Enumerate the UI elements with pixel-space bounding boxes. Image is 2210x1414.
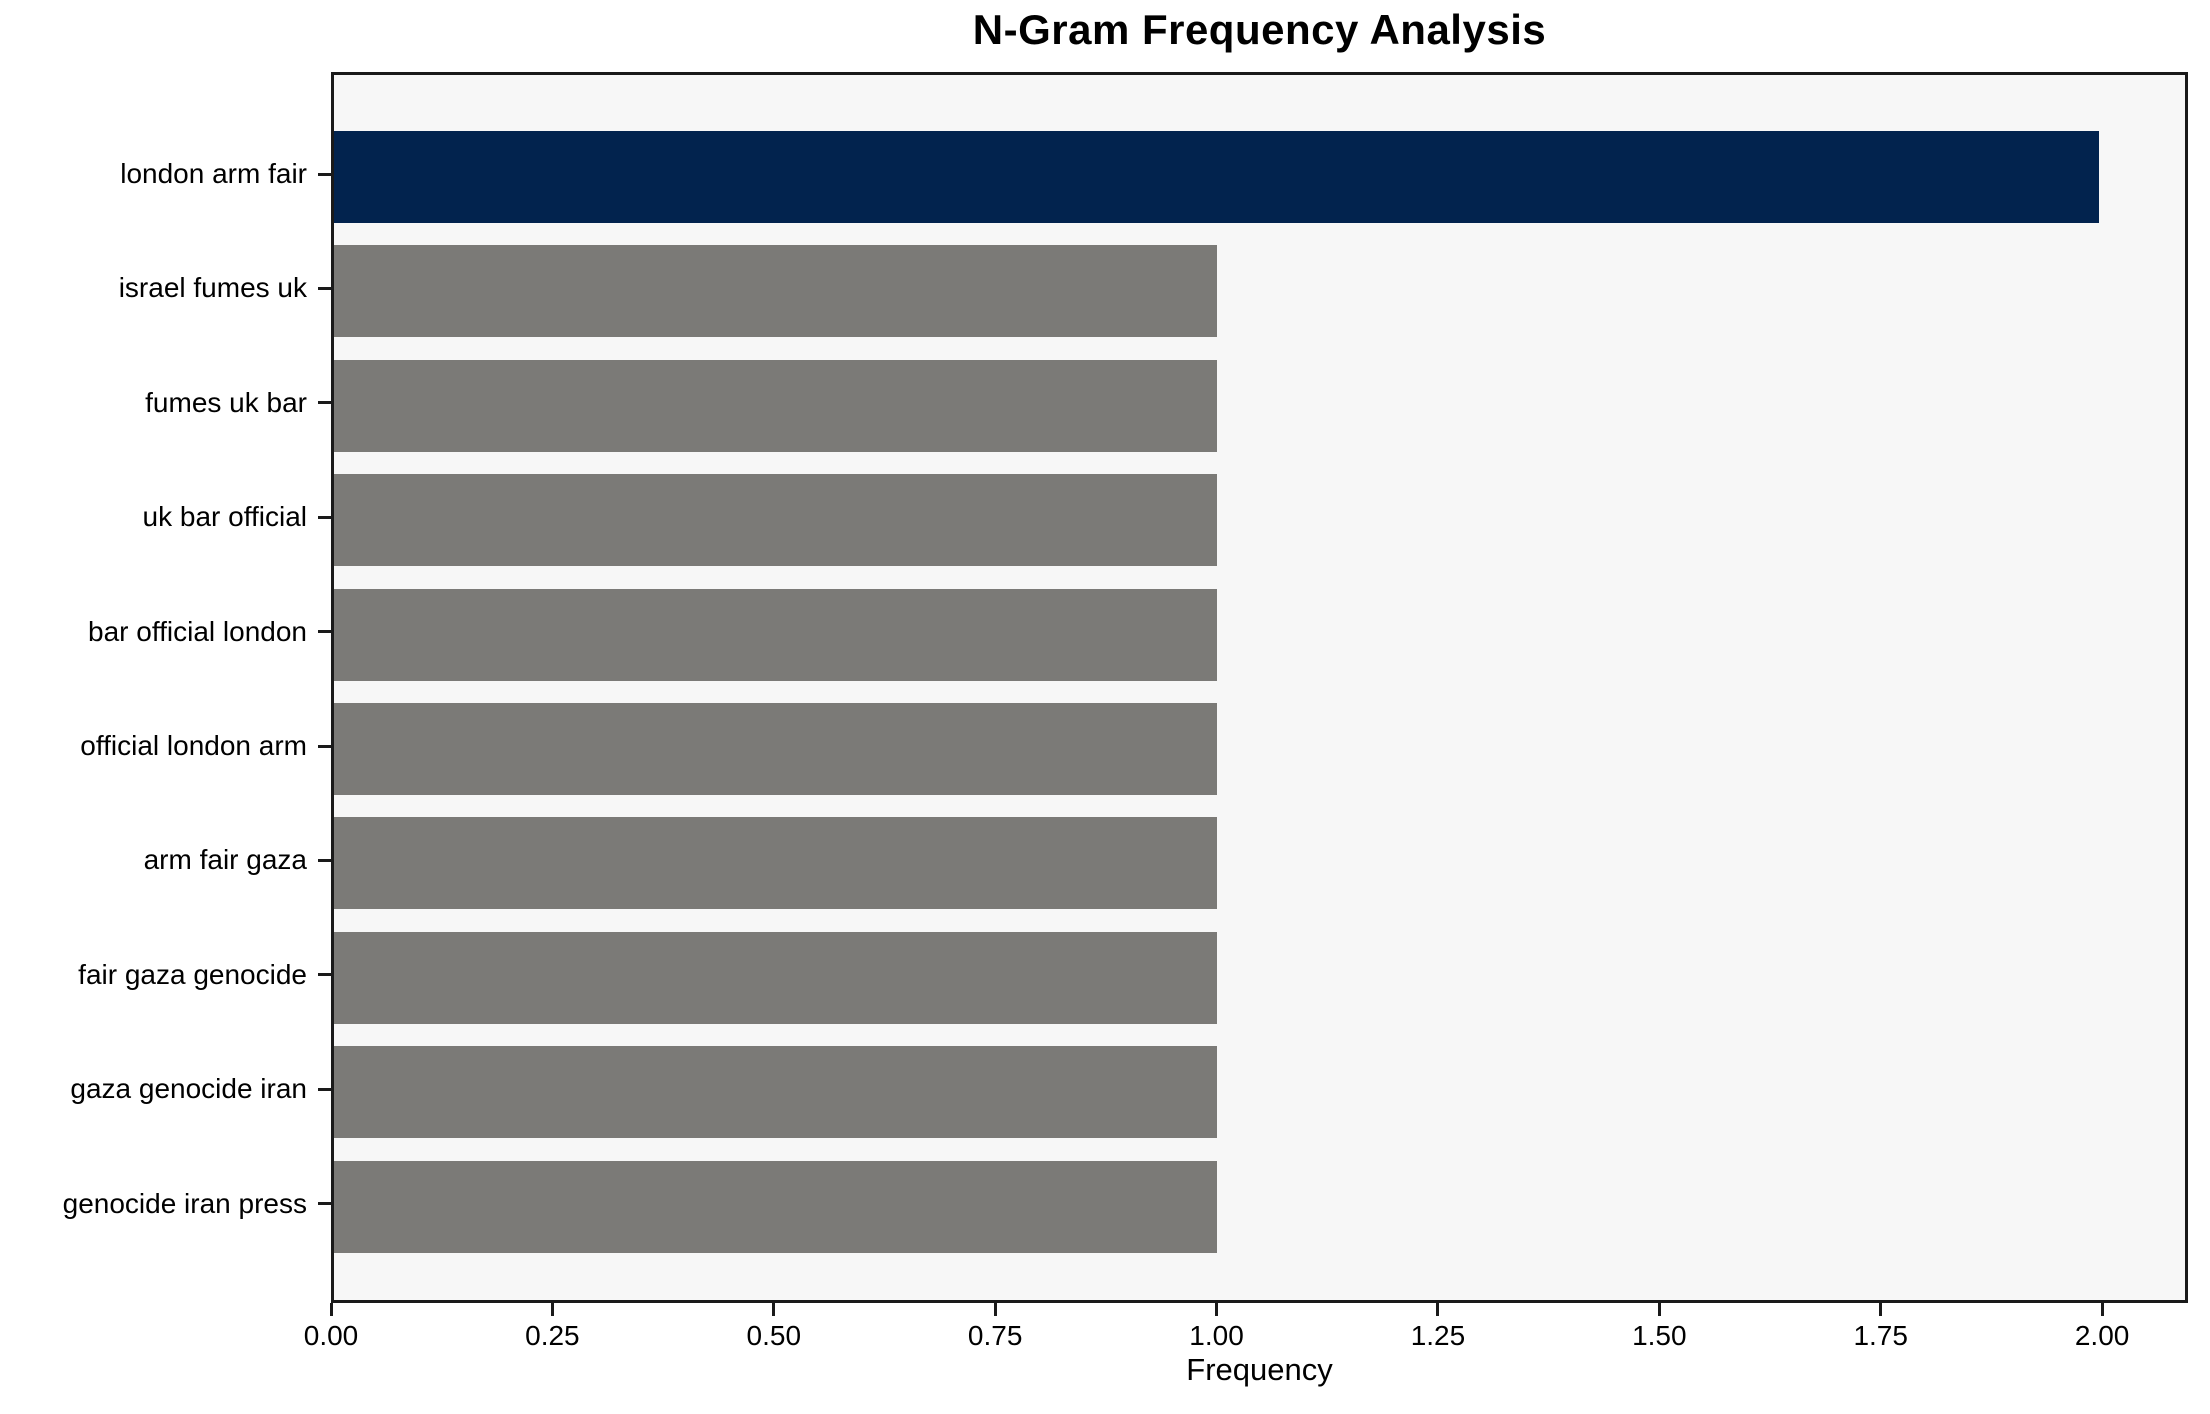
x-tick-mark — [1657, 1303, 1661, 1316]
x-tick-mark — [1215, 1303, 1219, 1316]
y-tick-mark — [318, 744, 331, 748]
y-tick-label: london arm fair — [120, 158, 307, 189]
chart-title: N-Gram Frequency Analysis — [972, 6, 1547, 53]
bar — [334, 131, 2100, 223]
y-tick-label: fumes uk bar — [145, 386, 307, 418]
y-tick-mark — [318, 858, 331, 862]
x-tick-label: 0.75 — [967, 1320, 1023, 1351]
y-tick-label: fair gaza genocide — [78, 958, 307, 990]
bar — [334, 1160, 1217, 1253]
y-tick-label: genocide iran press — [62, 1187, 307, 1219]
bar — [334, 359, 1217, 452]
y-tick-mark — [318, 401, 331, 405]
x-tick-mark — [550, 1303, 554, 1316]
x-tick-label: 1.50 — [1632, 1320, 1687, 1351]
bar — [334, 474, 1217, 567]
y-tick-label: israel fumes uk — [118, 272, 307, 304]
y-tick-mark — [318, 515, 331, 519]
bar — [334, 817, 1217, 910]
x-tick-label: 2.00 — [2074, 1320, 2130, 1351]
x-tick-label: 1.25 — [1410, 1320, 1466, 1351]
x-tick-mark — [1879, 1303, 1883, 1316]
y-tick-mark — [318, 1087, 331, 1091]
bar — [334, 703, 1217, 795]
x-axis-label: Frequency — [1186, 1352, 1333, 1387]
x-tick-label: 0.00 — [303, 1320, 359, 1351]
y-tick-mark — [318, 630, 331, 634]
x-tick-label: 0.25 — [525, 1320, 580, 1351]
y-tick-mark — [318, 1202, 331, 1206]
y-tick-mark — [318, 286, 331, 290]
plot-area — [331, 72, 2188, 1303]
x-tick-label: 1.00 — [1189, 1320, 1244, 1351]
bar — [334, 245, 1217, 338]
x-tick-label: 0.50 — [746, 1320, 802, 1351]
y-tick-label: bar official london — [88, 615, 307, 647]
y-tick-label: gaza genocide iran — [70, 1073, 307, 1105]
bar — [334, 1046, 1217, 1139]
x-tick-mark — [1436, 1303, 1440, 1316]
x-tick-mark — [2100, 1303, 2104, 1316]
x-tick-mark — [772, 1303, 776, 1316]
bar — [334, 931, 1217, 1024]
bar — [334, 588, 1217, 681]
x-tick-mark — [329, 1303, 333, 1316]
y-tick-label: arm fair gaza — [143, 844, 307, 876]
x-tick-mark — [993, 1303, 997, 1316]
y-tick-mark — [318, 172, 331, 176]
y-tick-label: official london arm — [80, 730, 307, 761]
y-tick-label: uk bar official — [142, 501, 307, 533]
y-tick-mark — [318, 973, 331, 977]
x-tick-label: 1.75 — [1853, 1320, 1908, 1351]
